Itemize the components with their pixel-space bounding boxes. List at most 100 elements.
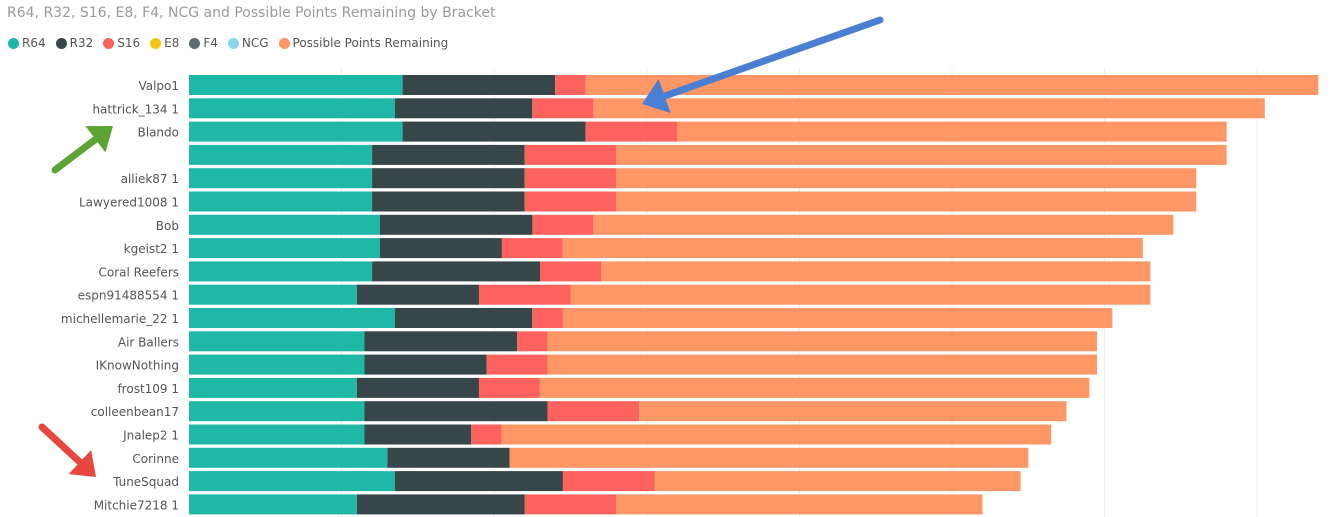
bar-r64-blando[interactable]: [189, 121, 403, 142]
bar-r32-colleenbean17[interactable]: [364, 401, 548, 422]
bar-r64-bob[interactable]: [189, 214, 380, 235]
bar-r32-coral-reefers[interactable]: [372, 261, 540, 282]
bar-r32-tunesquad[interactable]: [395, 471, 563, 492]
bar-r64-espn91488554-1[interactable]: [189, 284, 357, 305]
bar-s16-blank[interactable]: [524, 144, 617, 165]
category-label: Air Ballers: [118, 335, 179, 349]
bar-possible-points-remaining-coral-reefers[interactable]: [601, 261, 1151, 282]
bar-possible-points-remaining-lawyered1008-1[interactable]: [616, 191, 1197, 212]
bar-r32-frost109-1[interactable]: [356, 377, 479, 398]
bar-s16-valpo1[interactable]: [555, 75, 586, 95]
legend-item-ncg[interactable]: NCG: [227, 36, 269, 50]
bar-r32-alliek87-1[interactable]: [372, 168, 525, 189]
bar-r32-corinne[interactable]: [387, 447, 510, 468]
legend-item-possible-points-remaining[interactable]: Possible Points Remaining: [278, 36, 448, 50]
bar-r64-hattrick-134-1[interactable]: [189, 98, 395, 119]
category-label: Blando: [138, 126, 179, 140]
bar-possible-points-remaining-alliek87-1[interactable]: [616, 168, 1197, 189]
bar-r32-lawyered1008-1[interactable]: [372, 191, 525, 212]
legend-item-f4[interactable]: F4: [189, 36, 218, 50]
bar-r64-valpo1[interactable]: [189, 75, 403, 95]
legend-item-r64[interactable]: R64: [8, 36, 46, 50]
bar-s16-mitchie7218-1[interactable]: [524, 494, 617, 515]
bar-possible-points-remaining-jnalep2-1[interactable]: [501, 424, 1052, 445]
category-label: TuneSquad: [112, 475, 179, 489]
bar-possible-points-remaining-mitchie7218-1[interactable]: [616, 494, 983, 515]
category-label: alliek87 1: [121, 172, 179, 186]
bar-s16-hattrick-134-1[interactable]: [532, 98, 594, 119]
bar-r64-frost109-1[interactable]: [189, 377, 357, 398]
category-label: kgeist2 1: [124, 242, 179, 256]
bar-r64-lawyered1008-1[interactable]: [189, 191, 373, 212]
bar-r32-iknownothing[interactable]: [364, 354, 487, 375]
bar-r64-jnalep2-1[interactable]: [189, 424, 365, 445]
bar-s16-jnalep2-1[interactable]: [471, 424, 502, 445]
bar-possible-points-remaining-bob[interactable]: [593, 214, 1174, 235]
bar-r64-tunesquad[interactable]: [189, 471, 395, 492]
bar-s16-air-ballers[interactable]: [517, 331, 548, 352]
bar-possible-points-remaining-blando[interactable]: [677, 121, 1227, 142]
bar-possible-points-remaining-michellemarie-22-1[interactable]: [562, 308, 1113, 328]
bar-r32-michellemarie-22-1[interactable]: [395, 308, 533, 328]
bar-r64-air-ballers[interactable]: [189, 331, 365, 352]
bar-possible-points-remaining-corinne[interactable]: [509, 447, 1029, 468]
bar-r64-alliek87-1[interactable]: [189, 168, 373, 189]
bar-r32-air-ballers[interactable]: [364, 331, 518, 352]
legend-item-r32[interactable]: R32: [55, 36, 93, 50]
bar-possible-points-remaining-valpo1[interactable]: [585, 75, 1319, 95]
legend-item-e8[interactable]: E8: [150, 36, 179, 50]
legend-swatch: [8, 37, 19, 49]
legend-label: E8: [164, 36, 180, 50]
bar-r64-corinne[interactable]: [189, 447, 388, 468]
legend-item-s16[interactable]: S16: [103, 36, 140, 50]
bar-s16-kgeist2-1[interactable]: [501, 238, 563, 259]
bar-r32-blando[interactable]: [402, 121, 586, 142]
category-label: Mitchie7218 1: [94, 498, 179, 512]
bar-r32-kgeist2-1[interactable]: [379, 238, 502, 259]
bar-possible-points-remaining-frost109-1[interactable]: [540, 377, 1090, 398]
bar-r32-hattrick-134-1[interactable]: [395, 98, 533, 119]
bar-s16-iknownothing[interactable]: [486, 354, 548, 375]
bar-r64-mitchie7218-1[interactable]: [189, 494, 357, 515]
legend-swatch: [150, 37, 162, 49]
bar-s16-espn91488554-1[interactable]: [478, 284, 571, 305]
bar-s16-michellemarie-22-1[interactable]: [532, 308, 563, 328]
bar-r64-michellemarie-22-1[interactable]: [189, 308, 395, 328]
chart-legend: R64 R32 S16 E8 F4 NCG Possible Points Remainin…: [8, 36, 458, 50]
bar-r64-colleenbean17[interactable]: [189, 401, 365, 422]
bar-possible-points-remaining-colleenbean17[interactable]: [639, 401, 1067, 422]
bar-possible-points-remaining-blank[interactable]: [616, 144, 1227, 165]
bar-s16-bob[interactable]: [532, 214, 594, 235]
bar-possible-points-remaining-tunesquad[interactable]: [654, 471, 1021, 492]
bar-r64-iknownothing[interactable]: [189, 354, 365, 375]
bar-s16-blando[interactable]: [585, 121, 678, 142]
category-label: michellemarie_22 1: [61, 312, 179, 326]
bar-r32-bob[interactable]: [379, 214, 533, 235]
category-label: Corinne: [132, 452, 179, 466]
bar-s16-frost109-1[interactable]: [478, 377, 540, 398]
legend-swatch: [55, 37, 67, 49]
bar-s16-lawyered1008-1[interactable]: [524, 191, 617, 212]
bar-r64-kgeist2-1[interactable]: [189, 238, 380, 259]
bar-s16-coral-reefers[interactable]: [540, 261, 601, 282]
category-labels: Valpo1 hattrick_134 1 Blando alliek87 1 Lawy…: [61, 79, 179, 512]
bar-possible-points-remaining-hattrick-134-1[interactable]: [593, 98, 1265, 119]
bar-s16-colleenbean17[interactable]: [547, 401, 640, 422]
bar-r32-mitchie7218-1[interactable]: [356, 494, 525, 515]
bar-possible-points-remaining-air-ballers[interactable]: [547, 331, 1097, 352]
bar-r64-coral-reefers[interactable]: [189, 261, 373, 282]
bar-r64-blank[interactable]: [189, 144, 373, 165]
bar-possible-points-remaining-kgeist2-1[interactable]: [562, 238, 1143, 259]
bar-s16-alliek87-1[interactable]: [524, 168, 617, 189]
bar-s16-tunesquad[interactable]: [562, 471, 655, 492]
category-label: espn91488554 1: [78, 289, 179, 303]
bar-r32-blank[interactable]: [372, 144, 525, 165]
legend-label: F4: [203, 36, 218, 50]
bar-possible-points-remaining-espn91488554-1[interactable]: [570, 284, 1151, 305]
bar-r32-valpo1[interactable]: [402, 75, 556, 95]
bar-possible-points-remaining-iknownothing[interactable]: [547, 354, 1097, 375]
bar-r32-espn91488554-1[interactable]: [356, 284, 479, 305]
chart-title: R64, R32, S16, E8, F4, NCG and Possible …: [7, 5, 496, 21]
bar-r32-jnalep2-1[interactable]: [364, 424, 472, 445]
